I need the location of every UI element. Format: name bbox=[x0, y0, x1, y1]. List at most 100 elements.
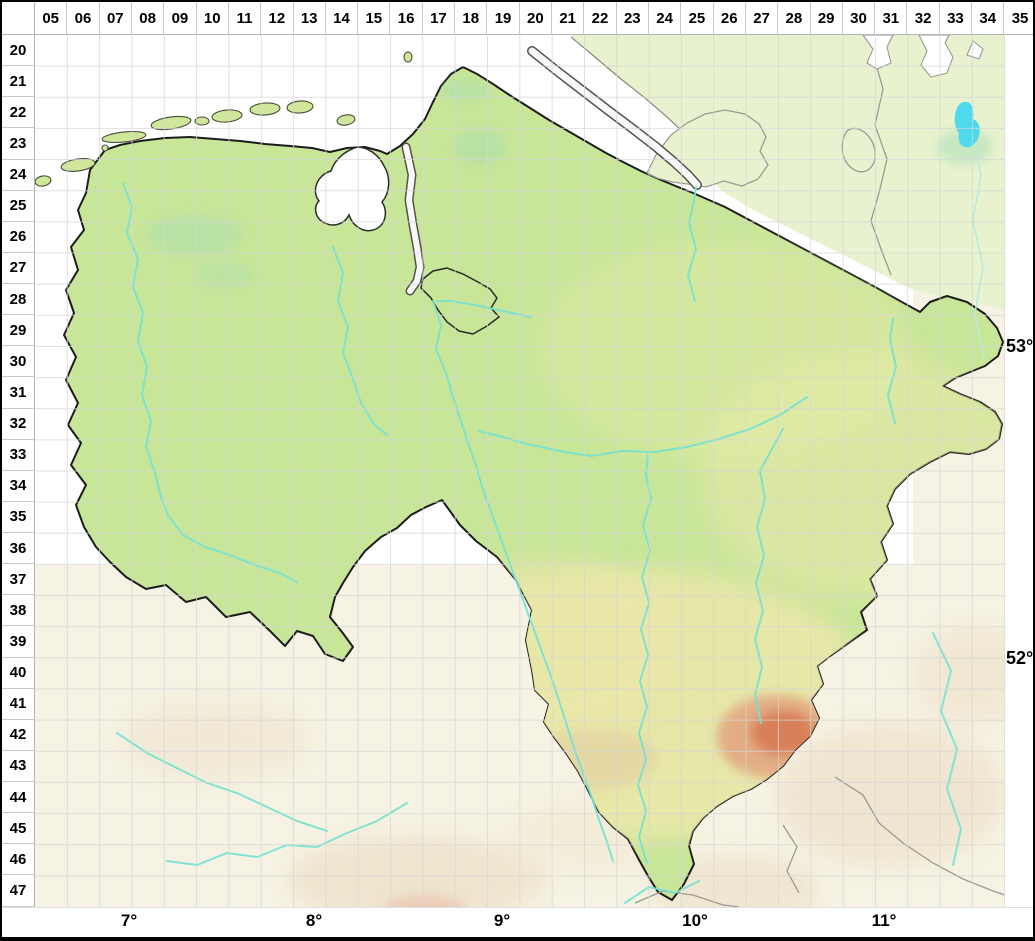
column-header-33: 33 bbox=[939, 2, 973, 35]
island bbox=[194, 116, 210, 126]
row-header-31: 31 bbox=[2, 377, 35, 409]
column-header-10: 10 bbox=[196, 2, 229, 35]
map-canvas bbox=[34, 34, 1033, 927]
column-headers: 05 06 07 08 09 10 11 12 13 14 15 16 17 18 19 20 21 22 23 24… bbox=[35, 2, 1033, 35]
row-header-29: 29 bbox=[2, 315, 35, 347]
row-header-37: 37 bbox=[2, 564, 35, 596]
neighbor-borders bbox=[634, 52, 1006, 908]
column-header-24: 24 bbox=[648, 2, 682, 35]
right-margin bbox=[1005, 35, 1033, 907]
row-header-33: 33 bbox=[2, 439, 35, 471]
row-header-20: 20 bbox=[2, 35, 35, 67]
row-header-41: 41 bbox=[2, 688, 35, 720]
river-south-3 bbox=[624, 880, 700, 904]
column-header-09: 09 bbox=[164, 2, 197, 35]
weser-estuary bbox=[403, 144, 424, 294]
row-header-22: 22 bbox=[2, 97, 35, 129]
column-header-13: 13 bbox=[293, 2, 326, 35]
river-southeast bbox=[932, 632, 963, 866]
row-header-40: 40 bbox=[2, 657, 35, 689]
row-header-34: 34 bbox=[2, 470, 35, 502]
column-header-29: 29 bbox=[810, 2, 843, 35]
row-headers: 20 21 22 23 24 25 26 27 28 29 30 31 32 33 34 35 36 37 38 39… bbox=[2, 35, 35, 907]
island bbox=[34, 175, 52, 187]
column-header-19: 19 bbox=[487, 2, 520, 35]
harz-core bbox=[751, 711, 815, 755]
river-weser bbox=[432, 300, 614, 862]
column-header-30: 30 bbox=[842, 2, 876, 35]
column-header-14: 14 bbox=[325, 2, 359, 35]
column-header-11: 11 bbox=[228, 2, 262, 35]
column-header-26: 26 bbox=[713, 2, 746, 35]
river-ne-light bbox=[972, 130, 985, 360]
column-header-05: 05 bbox=[35, 2, 68, 35]
river-jeetzel bbox=[886, 318, 898, 424]
row-header-21: 21 bbox=[2, 66, 35, 98]
longitude-label-9: 9° bbox=[493, 911, 511, 930]
row-header-26: 26 bbox=[2, 221, 35, 253]
row-header-44: 44 bbox=[2, 782, 35, 814]
rivers bbox=[116, 182, 963, 904]
row-header-36: 36 bbox=[2, 533, 35, 565]
row-header-38: 38 bbox=[2, 595, 35, 627]
river-hase bbox=[167, 514, 298, 583]
column-header-22: 22 bbox=[584, 2, 617, 35]
island bbox=[101, 144, 109, 152]
longitude-label-7: 7° bbox=[120, 911, 138, 930]
longitude-label-10: 10° bbox=[682, 911, 708, 930]
region-north-neighbor bbox=[571, 35, 1005, 311]
column-header-27: 27 bbox=[745, 2, 779, 35]
column-header-25: 25 bbox=[681, 2, 714, 35]
column-header-18: 18 bbox=[455, 2, 488, 35]
column-header-16: 16 bbox=[390, 2, 423, 35]
column-header-34: 34 bbox=[972, 2, 1005, 35]
column-header-08: 08 bbox=[131, 2, 165, 35]
column-header-23: 23 bbox=[616, 2, 649, 35]
row-header-35: 35 bbox=[2, 501, 35, 533]
row-header-27: 27 bbox=[2, 252, 35, 284]
column-header-32: 32 bbox=[907, 2, 940, 35]
longitude-label-8: 8° bbox=[305, 911, 323, 930]
row-header-28: 28 bbox=[2, 284, 35, 316]
river-oker bbox=[753, 428, 784, 724]
row-header-30: 30 bbox=[2, 346, 35, 378]
island bbox=[60, 158, 96, 172]
lake-ne bbox=[954, 101, 980, 148]
row-header-45: 45 bbox=[2, 813, 35, 845]
longitude-label-11: 11° bbox=[871, 911, 897, 930]
river-leine bbox=[636, 454, 653, 864]
row-header-47: 47 bbox=[2, 875, 35, 907]
island bbox=[150, 115, 192, 131]
island bbox=[211, 109, 243, 123]
island bbox=[403, 51, 413, 63]
column-header-21: 21 bbox=[552, 2, 585, 35]
row-header-42: 42 bbox=[2, 719, 35, 751]
row-header-32: 32 bbox=[2, 408, 35, 440]
island bbox=[101, 130, 147, 144]
column-header-15: 15 bbox=[358, 2, 391, 35]
row-header-43: 43 bbox=[2, 750, 35, 782]
column-header-07: 07 bbox=[99, 2, 132, 35]
row-header-24: 24 bbox=[2, 159, 35, 191]
column-header-06: 06 bbox=[67, 2, 100, 35]
row-header-25: 25 bbox=[2, 190, 35, 222]
grid-corner-cell bbox=[2, 2, 35, 35]
river-wuemme bbox=[436, 300, 532, 318]
column-header-35: 35 bbox=[1004, 2, 1033, 35]
jade-bay bbox=[314, 146, 390, 232]
column-header-20: 20 bbox=[519, 2, 552, 35]
row-header-39: 39 bbox=[2, 626, 35, 658]
latitude-label-52: 52° bbox=[1006, 648, 1034, 668]
grid-lines bbox=[35, 35, 1006, 907]
elbe-estuary bbox=[528, 47, 701, 189]
bottom-margin bbox=[2, 907, 1033, 937]
river-aller bbox=[478, 396, 808, 458]
niedersachsen-map[interactable] bbox=[34, 34, 1033, 927]
latitude-label-53: 53° bbox=[1006, 336, 1034, 356]
river-ems bbox=[122, 182, 169, 516]
island bbox=[249, 102, 281, 116]
row-header-23: 23 bbox=[2, 128, 35, 160]
column-header-31: 31 bbox=[875, 2, 908, 35]
column-header-28: 28 bbox=[778, 2, 811, 35]
